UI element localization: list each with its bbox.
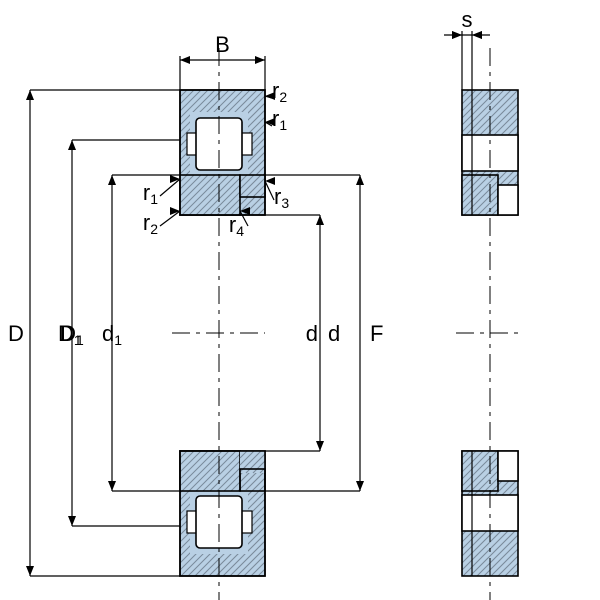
- svg-text:B: B: [215, 32, 230, 57]
- svg-text:r1: r1: [272, 106, 287, 133]
- svg-text:r2: r2: [143, 210, 158, 237]
- svg-text:s: s: [462, 7, 473, 32]
- svg-text:D: D: [8, 321, 24, 346]
- svg-text:F: F: [370, 321, 383, 346]
- bearing-diagram: DD1D1d1dFdBr2r1r1r2r3r4s: [0, 0, 600, 600]
- svg-text:r2: r2: [272, 78, 287, 105]
- svg-text:r4: r4: [229, 212, 244, 239]
- svg-text:d: d: [328, 321, 340, 346]
- svg-text:r3: r3: [274, 184, 289, 211]
- svg-text:D1: D1: [60, 321, 84, 348]
- svg-text:d: d: [306, 321, 318, 346]
- svg-text:d1: d1: [102, 321, 122, 348]
- svg-text:r1: r1: [143, 180, 158, 207]
